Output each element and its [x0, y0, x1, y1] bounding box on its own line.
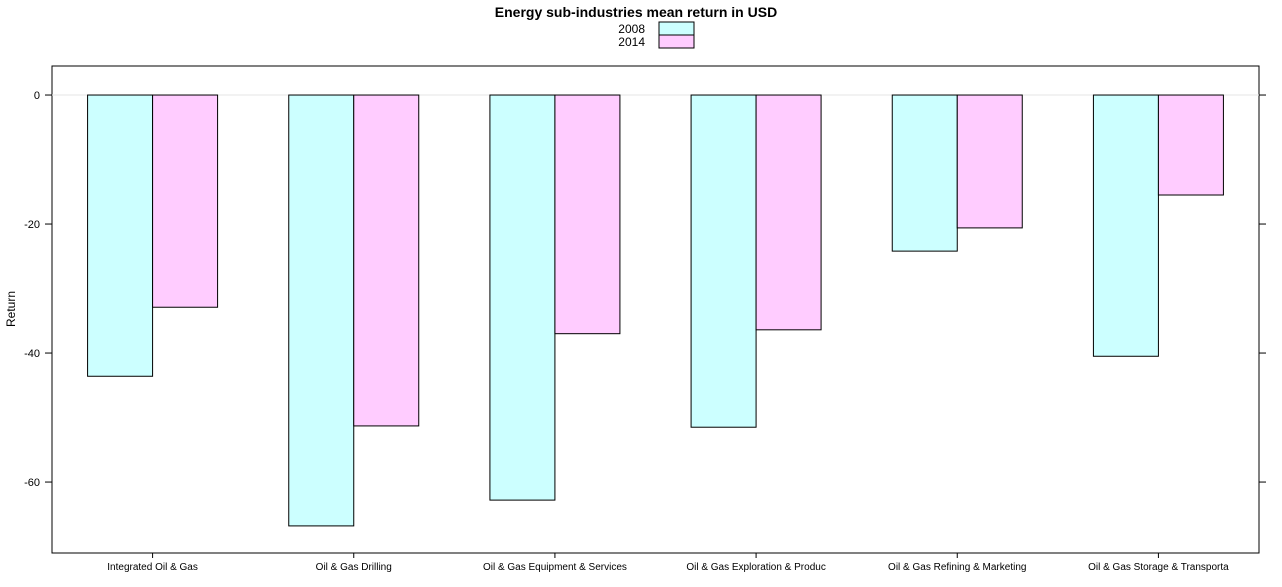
- x-category-label: Integrated Oil & Gas: [107, 562, 198, 573]
- y-axis: 0 -20 -40 -60: [24, 90, 1266, 489]
- bar-2008-5: [891, 94, 958, 252]
- x-category-label: Oil & Gas Equipment & Services: [483, 562, 627, 573]
- bar-2008-4: [690, 94, 757, 428]
- x-category-label: Oil & Gas Drilling: [316, 562, 392, 573]
- bar-2014-6: [1157, 94, 1224, 196]
- legend-swatch-2008: [658, 21, 695, 36]
- bar-2014-5: [956, 94, 1023, 229]
- y-tick-label: -60: [24, 477, 40, 489]
- y-axis-label: Return: [4, 291, 18, 327]
- bar-2014-2: [353, 94, 420, 427]
- bar-2008-1: [87, 94, 154, 377]
- bar-2008-3: [489, 94, 556, 501]
- bar-2014-4: [755, 94, 822, 331]
- bar-2014-3: [554, 94, 621, 335]
- bar-2008-6: [1092, 94, 1159, 357]
- x-category-label: Oil & Gas Storage & Transporta: [1088, 562, 1229, 573]
- x-category-label: Oil & Gas Exploration & Produc: [686, 562, 826, 573]
- legend-label-2014: 2014: [618, 35, 645, 49]
- x-axis: Integrated Oil & Gas Oil & Gas Drilling Oi…: [107, 553, 1229, 573]
- bar-2008-2: [288, 94, 355, 527]
- legend-label-2008: 2008: [618, 22, 645, 36]
- chart-title: Energy sub-industries mean return in USD: [495, 4, 777, 20]
- plot-frame: [51, 65, 1260, 554]
- x-category-label: Oil & Gas Refining & Marketing: [888, 562, 1026, 573]
- bar-2014-1: [152, 94, 219, 308]
- legend-swatch-2014: [658, 34, 695, 49]
- y-tick-label: 0: [34, 90, 40, 102]
- y-tick-label: -40: [24, 348, 40, 360]
- bars-group: [87, 94, 1224, 527]
- y-tick-label: -20: [24, 219, 40, 231]
